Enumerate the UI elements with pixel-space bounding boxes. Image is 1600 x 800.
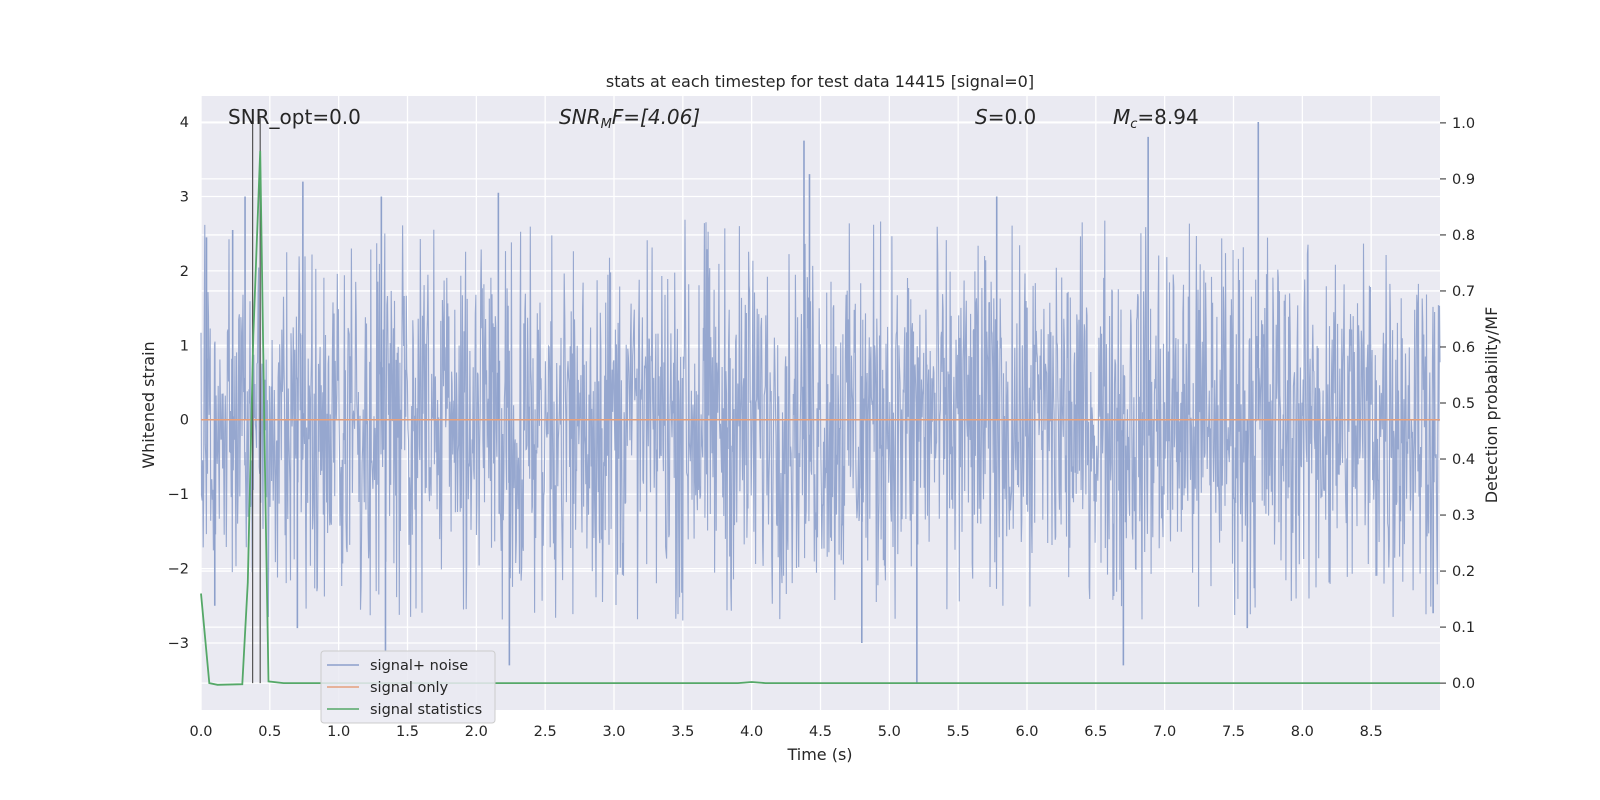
x-tick-label: 3.0 xyxy=(602,724,625,740)
legend-label-signal-only: signal only xyxy=(370,680,449,696)
annotation-mc-main: M xyxy=(1113,105,1130,129)
y2-axis-ticks: 0.0 0.1 0.2 0.3 0.4 0.5 0.6 0.7 0.8 0.9 1.0 xyxy=(1440,116,1475,692)
x-tick-label: 6.5 xyxy=(1084,724,1107,740)
y2-axis-label: Detection probability/MF xyxy=(1482,307,1501,504)
y2-tick-label: 0.9 xyxy=(1452,172,1475,188)
x-axis-label: Time (s) xyxy=(786,745,852,764)
annotation-snr-mf-rest: F=[4.06] xyxy=(612,105,700,129)
y2-tick-label: 0.1 xyxy=(1452,620,1475,636)
x-tick-label: 6.0 xyxy=(1015,724,1038,740)
noise-trace xyxy=(200,219,1441,621)
annotation-mc-rest: =8.94 xyxy=(1137,105,1198,129)
x-tick-label: 1.5 xyxy=(396,724,419,740)
legend: signal+ noise signal only signal statist… xyxy=(320,650,496,724)
annotation-snr-mf: SNRMF=[4.06] xyxy=(559,105,700,132)
chart-title: stats at each timestep for test data 144… xyxy=(606,72,1034,91)
x-tick-label: 8.0 xyxy=(1291,724,1314,740)
series-signal-statistics xyxy=(200,150,1440,686)
y-tick-label: 4 xyxy=(180,115,189,131)
x-tick-label: 8.5 xyxy=(1360,724,1383,740)
legend-label-signal-plus-noise: signal+ noise xyxy=(370,658,468,674)
y2-tick-label: 0.4 xyxy=(1452,452,1475,468)
x-tick-label: 3.5 xyxy=(671,724,694,740)
annotation-snr-opt: SNR_opt=0.0 xyxy=(228,105,361,129)
legend-label-signal-statistics: signal statistics xyxy=(370,702,482,718)
y2-tick-label: 0.8 xyxy=(1452,228,1475,244)
y-tick-label: −2 xyxy=(168,562,189,578)
x-tick-label: 5.5 xyxy=(947,724,970,740)
x-tick-label: 4.5 xyxy=(809,724,832,740)
y2-tick-label: 0.7 xyxy=(1452,284,1475,300)
y-tick-label: 0 xyxy=(180,413,189,429)
y2-tick-label: 0.2 xyxy=(1452,564,1475,580)
legend-box xyxy=(320,650,496,724)
annotation-snr-mf-main: SNR xyxy=(559,105,601,129)
y-axis-ticks: −3 −2 −1 0 1 2 3 4 xyxy=(168,115,189,652)
series-signal-plus-noise xyxy=(200,122,1441,684)
annotation-mc: Mc=8.94 xyxy=(1113,105,1199,132)
x-tick-label: 0.0 xyxy=(189,724,212,740)
y2-tick-label: 0.3 xyxy=(1452,508,1475,524)
annotation-s-rest: =0.0 xyxy=(988,105,1037,129)
annotation-s-main: S xyxy=(975,105,988,129)
annotation-s: S=0.0 xyxy=(975,105,1036,129)
x-tick-label: 4.0 xyxy=(740,724,763,740)
annotation-snr-mf-sub: M xyxy=(601,117,612,132)
y2-tick-label: 0.6 xyxy=(1452,340,1475,356)
x-tick-label: 1.0 xyxy=(327,724,350,740)
x-axis-ticks: 0.0 0.5 1.0 1.5 2.0 2.5 3.0 3.5 4.0 4.5 5.0 5.5 6.0 6… xyxy=(189,724,1382,740)
y2-tick-label: 0.0 xyxy=(1452,676,1475,692)
x-tick-label: 7.5 xyxy=(1222,724,1245,740)
y-tick-label: −3 xyxy=(168,636,189,652)
x-tick-label: 0.5 xyxy=(258,724,281,740)
y2-tick-label: 1.0 xyxy=(1452,116,1475,132)
y-axis-label: Whitened strain xyxy=(139,341,158,468)
y-tick-label: 1 xyxy=(180,338,189,354)
x-tick-label: 2.0 xyxy=(465,724,488,740)
x-tick-label: 5.0 xyxy=(878,724,901,740)
x-tick-label: 7.0 xyxy=(1153,724,1176,740)
y-tick-label: −1 xyxy=(168,487,189,503)
y-tick-label: 2 xyxy=(180,264,189,280)
signal-statistics-line xyxy=(200,150,1440,686)
x-tick-label: 2.5 xyxy=(534,724,557,740)
y-tick-label: 3 xyxy=(180,189,189,205)
annotation-mc-sub: c xyxy=(1130,117,1137,132)
y2-tick-label: 0.5 xyxy=(1452,396,1475,412)
